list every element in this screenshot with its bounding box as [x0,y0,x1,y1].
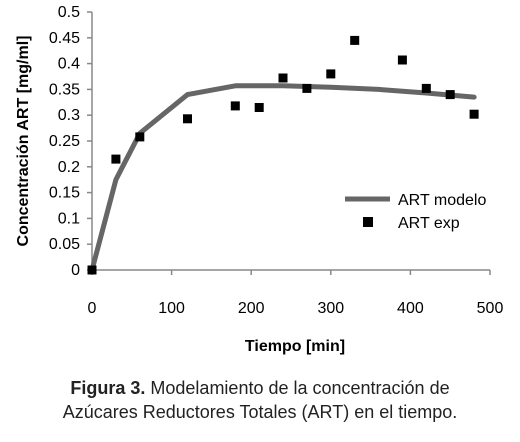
x-ticks: 0 100 200 300 400 500 [88,270,504,317]
y-tick-label: 0 [71,262,80,279]
x-tick-label: 400 [397,300,424,317]
y-tick-label: 0.3 [58,107,80,124]
data-point-art-exp [421,83,431,93]
y-axis-title: Concentración ART [mg/ml] [15,36,32,247]
plot-area: 0 0.05 0.1 0.15 0.2 0.25 0.3 0.35 0.4 0.45 0.5 0 10… [49,4,504,317]
x-tick-label: 500 [477,300,504,317]
legend-swatch-art-exp [363,217,373,227]
legend: ART modelo ART exp [345,192,486,232]
y-tick-label: 0.1 [58,210,80,227]
data-point-art-exp [135,132,145,142]
y-tick-label: 0.15 [49,185,80,202]
y-tick-label: 0.4 [58,56,80,73]
y-tick-label: 0.5 [58,4,80,21]
legend-label-art-exp: ART exp [398,215,460,232]
data-point-art-exp [326,69,336,79]
legend-label-art-modelo: ART modelo [398,192,486,209]
y-tick-label: 0.45 [49,30,80,47]
data-point-art-exp [230,101,240,111]
chart: 0 0.05 0.1 0.15 0.2 0.25 0.3 0.35 0.4 0.45 0.5 0 10… [15,4,504,355]
series-line-art-modelo [89,83,477,273]
x-tick-label: 200 [238,300,265,317]
data-point-art-exp [469,109,479,119]
data-point-art-exp [87,265,97,275]
x-tick-label: 0 [88,300,97,317]
y-tick-label: 0.05 [49,236,80,253]
y-tick-label: 0.25 [49,133,80,150]
series-points-art-exp [87,35,479,275]
y-tick-label: 0.35 [49,81,80,98]
data-point-art-exp [254,103,264,112]
data-point-art-exp [350,35,360,45]
data-point-art-exp [397,55,407,65]
caption-label: Figura 3. [70,378,146,398]
data-point-art-exp [302,83,312,93]
data-point-art-exp [278,73,288,83]
data-point-art-exp [445,90,455,100]
figure-caption: Figura 3. Modelamiento de la concentraci… [0,376,520,424]
x-tick-label: 300 [317,300,344,317]
data-point-art-exp [111,154,121,164]
x-tick-label: 100 [158,300,185,317]
caption-text-1: Modelamiento de la concentración de [150,378,450,398]
data-point-art-exp [183,114,192,124]
y-tick-label: 0.2 [58,159,80,176]
y-ticks: 0 0.05 0.1 0.15 0.2 0.25 0.3 0.35 0.4 0.45 0.5 [49,4,92,279]
caption-line-1: Figura 3. Modelamiento de la concentraci… [0,376,520,400]
caption-line-2: Azúcares Reductores Totales (ART) en el … [62,402,458,422]
x-axis-title: Tiempo [min] [245,338,345,355]
